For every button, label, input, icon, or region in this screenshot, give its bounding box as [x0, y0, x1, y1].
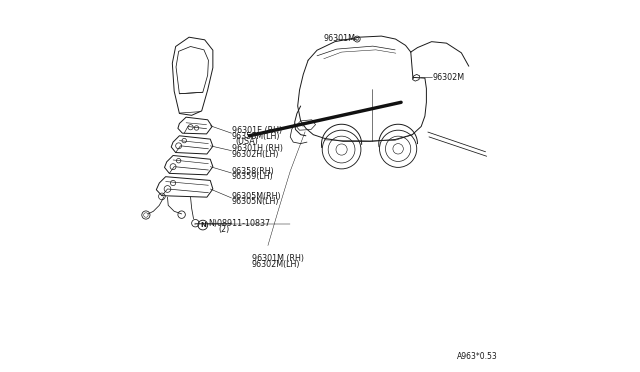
- Text: 96305N(LH): 96305N(LH): [232, 197, 279, 206]
- Text: 96301H (RH): 96301H (RH): [232, 144, 283, 153]
- Text: N)08911-10837: N)08911-10837: [209, 219, 271, 228]
- Text: 96359(LH): 96359(LH): [232, 172, 273, 181]
- Text: (2): (2): [219, 225, 230, 234]
- Text: (USA): (USA): [235, 137, 258, 146]
- Text: 96358M(LH): 96358M(LH): [232, 132, 280, 141]
- Text: 96301M: 96301M: [324, 34, 356, 43]
- Text: 96358(RH): 96358(RH): [232, 167, 275, 176]
- Text: N: N: [200, 222, 205, 228]
- Text: 96301E (RH): 96301E (RH): [232, 126, 282, 135]
- Text: 96302M: 96302M: [433, 73, 465, 82]
- Text: 96302M(LH): 96302M(LH): [252, 260, 300, 269]
- Text: 96305M(RH): 96305M(RH): [232, 192, 282, 201]
- Text: A963*0.53: A963*0.53: [457, 352, 498, 361]
- Text: 96302H(LH): 96302H(LH): [232, 150, 279, 158]
- Text: 96301M (RH): 96301M (RH): [252, 254, 303, 263]
